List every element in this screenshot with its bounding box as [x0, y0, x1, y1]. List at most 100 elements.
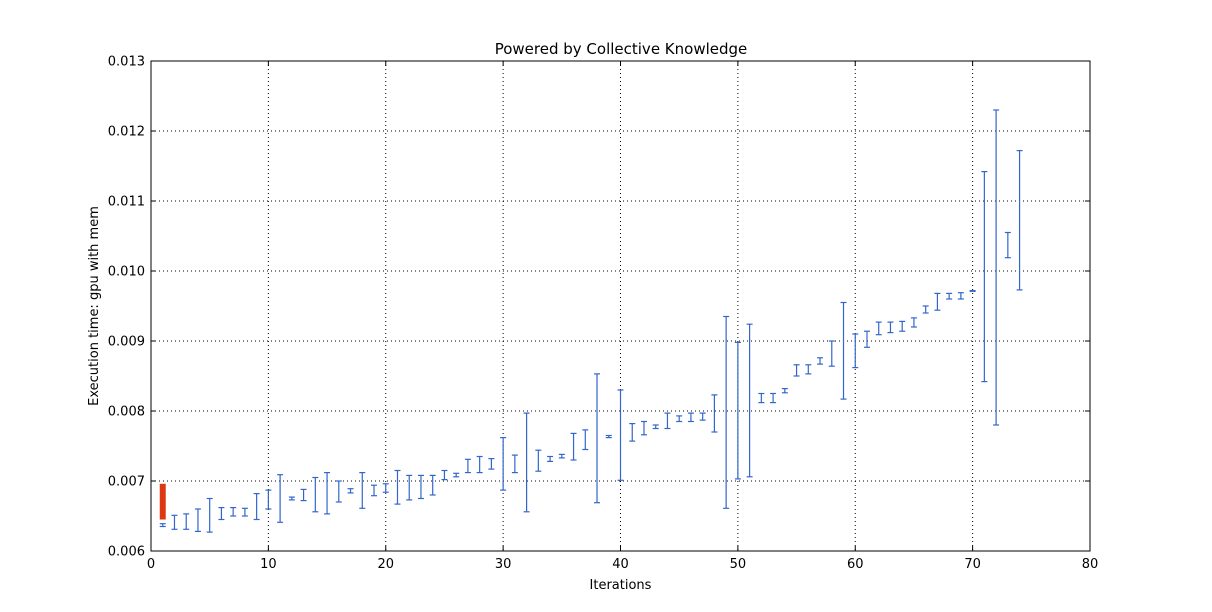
error-bar [359, 472, 366, 509]
error-bar [817, 357, 824, 365]
error-bar [934, 292, 941, 311]
error-bar [335, 480, 342, 503]
x-tick-label: 40 [612, 557, 629, 572]
x-tick-label: 10 [260, 557, 277, 572]
error-bar [629, 423, 636, 442]
error-bar [194, 508, 201, 533]
error-bar [218, 507, 225, 521]
y-tick-label: 0.007 [108, 475, 145, 490]
axis-ticks: 0 10 20 30 40 50 60 70 80 0.006 0.007 0.008 0.009 0.0… [108, 55, 1098, 573]
error-bar [758, 392, 765, 404]
error-bar [277, 474, 284, 523]
error-bar [230, 507, 237, 517]
error-bar [394, 469, 401, 505]
highlight-bar [159, 483, 166, 520]
error-bar [265, 489, 272, 510]
error-bar [793, 364, 800, 377]
error-bar [746, 323, 753, 478]
error-bar [993, 109, 1000, 426]
error-bar [206, 497, 213, 533]
error-bar [547, 455, 554, 462]
error-bar [464, 458, 471, 474]
error-bar [476, 455, 483, 474]
error-bar [183, 513, 190, 530]
error-bar [805, 364, 812, 375]
x-tick-label: 80 [1082, 557, 1099, 572]
error-bar [288, 496, 295, 501]
error-bar [523, 412, 530, 513]
y-tick-label: 0.008 [108, 405, 145, 420]
error-bar [969, 290, 976, 292]
error-bar [734, 341, 741, 480]
error-bar [1004, 231, 1011, 259]
error-bar [664, 412, 671, 430]
error-bar [781, 388, 788, 394]
y-tick-label: 0.006 [108, 545, 145, 560]
error-bar [640, 420, 647, 436]
error-bar [863, 330, 870, 348]
y-tick-label: 0.012 [108, 125, 145, 140]
error-bar [652, 424, 659, 430]
grid-lines [151, 61, 1090, 551]
error-bar [922, 305, 929, 314]
error-bar [957, 292, 964, 300]
error-bar [453, 472, 460, 478]
error-bar [582, 429, 589, 451]
error-bar [723, 315, 730, 509]
error-bar [406, 474, 413, 501]
error-bar [617, 389, 624, 481]
error-bar [312, 476, 319, 513]
error-bar [253, 493, 260, 521]
error-bar [488, 458, 495, 470]
y-axis-label: Execution time: gpu with mem [87, 206, 102, 406]
error-bar [500, 437, 507, 491]
error-bar [899, 320, 906, 332]
error-bar [159, 523, 166, 528]
error-bar [828, 340, 835, 367]
x-tick-label: 20 [377, 557, 394, 572]
error-bar [1016, 150, 1023, 291]
error-bar [852, 333, 859, 369]
error-bar [535, 449, 542, 472]
y-tick-label: 0.010 [108, 265, 145, 280]
error-bar [558, 453, 565, 459]
error-bar [699, 412, 706, 421]
x-tick-label: 0 [147, 557, 155, 572]
x-tick-label: 50 [730, 557, 747, 572]
x-axis-label: Iterations [590, 578, 652, 593]
error-bar [241, 507, 248, 517]
error-bar [875, 321, 882, 336]
error-bar [605, 434, 612, 439]
error-bar [300, 488, 307, 502]
error-bar [676, 415, 683, 423]
x-tick-label: 60 [847, 557, 864, 572]
error-bar [687, 412, 694, 423]
error-bar [770, 392, 777, 404]
y-tick-label: 0.009 [108, 335, 145, 350]
error-bar [382, 483, 389, 493]
error-bar [511, 454, 518, 474]
error-bar [347, 488, 354, 494]
error-bar [324, 472, 331, 515]
y-tick-label: 0.013 [108, 55, 145, 70]
error-bar [441, 469, 448, 481]
y-tick-label: 0.011 [108, 195, 145, 210]
error-bar [171, 514, 178, 530]
error-bar [711, 394, 718, 433]
error-bar [946, 292, 953, 300]
error-bar [981, 171, 988, 383]
error-bar [887, 321, 894, 334]
error-bar [429, 474, 436, 496]
error-bar [371, 484, 378, 497]
error-bar [910, 317, 917, 328]
chart-title: Powered by Collective Knowledge [495, 40, 748, 58]
error-bar [417, 474, 424, 500]
x-tick-label: 30 [495, 557, 512, 572]
error-bars [159, 109, 1023, 533]
x-tick-label: 70 [964, 557, 981, 572]
error-bar [594, 373, 601, 504]
error-bar [570, 432, 577, 461]
error-bar [840, 301, 847, 400]
